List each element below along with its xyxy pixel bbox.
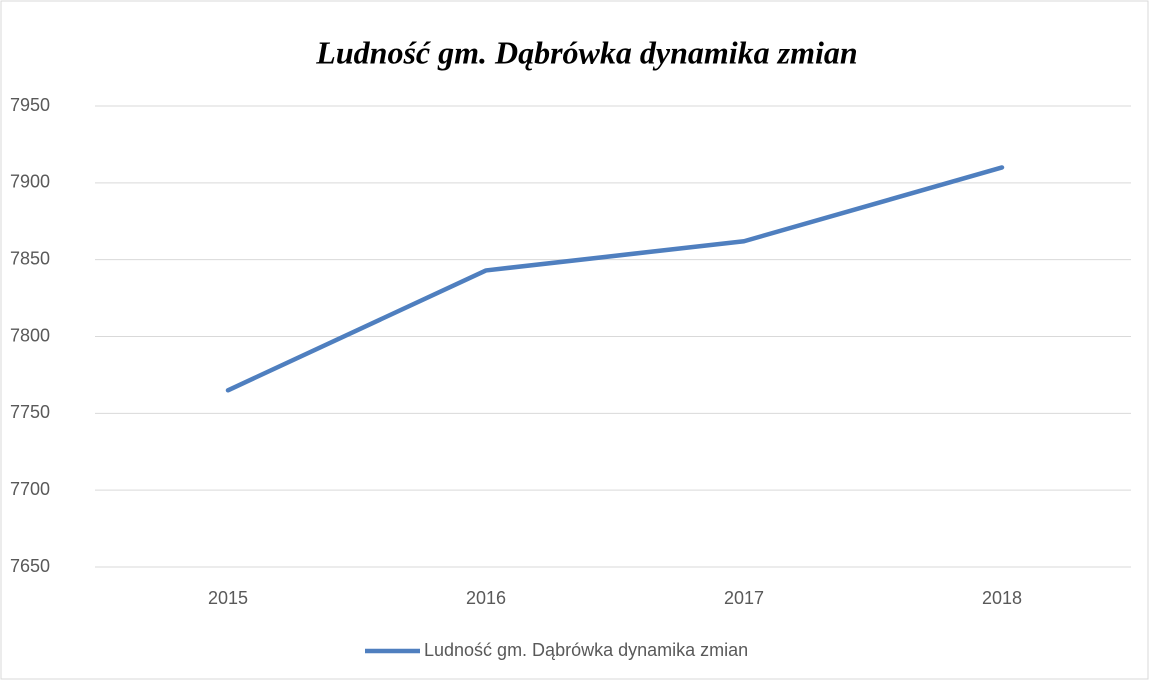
x-tick-label: 2017 [724,588,764,608]
legend-label: Ludność gm. Dąbrówka dynamika zmian [424,640,748,660]
y-tick-label: 7800 [10,325,50,345]
data-line [225,165,1005,393]
y-tick-label: 7650 [10,556,50,576]
y-tick-label: 7950 [10,95,50,115]
x-tick-label: 2018 [982,588,1022,608]
y-tick-label: 7850 [10,248,50,268]
y-tick-label: 7900 [10,172,50,192]
x-tick-label: 2016 [466,588,506,608]
y-tick-label: 7750 [10,402,50,422]
y-tick-label: 7700 [10,479,50,499]
chart-title: Ludność gm. Dąbrówka dynamika zmian [315,34,857,70]
x-tick-label: 2015 [208,588,248,608]
